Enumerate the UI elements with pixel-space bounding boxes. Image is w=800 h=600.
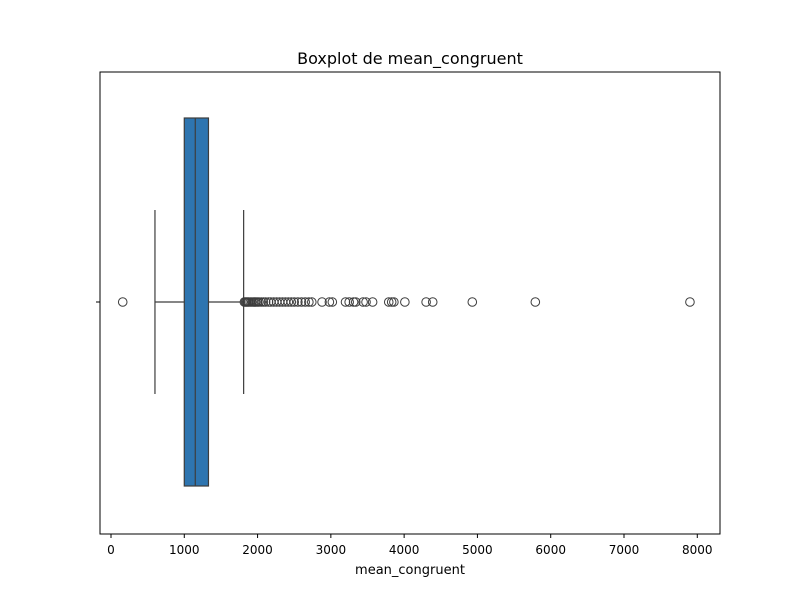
outlier-point <box>400 297 410 307</box>
iqr-box <box>183 117 210 487</box>
outlier-point <box>258 297 269 307</box>
outlier-point <box>367 297 378 307</box>
outlier-point <box>260 297 271 307</box>
x-axis-label: mean_congruent <box>355 563 465 578</box>
x-tick-label: 1000 <box>169 543 200 557</box>
outlier-point <box>467 297 478 307</box>
x-tick-label: 8000 <box>682 543 713 557</box>
outlier-point <box>340 297 351 307</box>
outlier-point <box>530 297 541 307</box>
x-axis: 0 1000 2000 3000 4000 5000 6000 7000 8000 <box>107 534 713 557</box>
outlier-point <box>361 297 371 307</box>
outlier-point <box>306 297 317 307</box>
plot-frame <box>99 71 721 535</box>
x-tick-label: 5000 <box>462 543 493 557</box>
outlier-point <box>358 297 368 307</box>
outlier-point <box>344 297 354 307</box>
chart-title: Boxplot de mean_congruent <box>297 49 523 69</box>
x-tick-label: 6000 <box>535 543 566 557</box>
outlier-point <box>386 297 397 307</box>
outlier-point <box>389 297 399 307</box>
outlier-point <box>283 297 294 307</box>
outlier-point <box>327 297 338 307</box>
outlier-point <box>293 297 303 307</box>
outlier-point <box>304 297 314 307</box>
x-tick-label: 3000 <box>316 543 347 557</box>
outlier-point <box>254 297 264 307</box>
plot-area <box>117 117 695 487</box>
outlier-point <box>685 297 695 307</box>
outlier-point <box>300 297 311 307</box>
outlier-point <box>117 297 128 307</box>
outlier-point <box>324 297 335 307</box>
outlier-point <box>263 297 274 307</box>
outlier-point <box>286 297 297 307</box>
outlier-point <box>350 297 361 307</box>
x-tick-label: 2000 <box>242 543 273 557</box>
outlier-point <box>289 297 300 307</box>
outlier-point <box>427 297 438 307</box>
outlier-point <box>348 297 359 307</box>
outlier-point <box>317 297 327 307</box>
outlier-point <box>383 297 394 307</box>
x-tick-label: 0 <box>107 543 115 557</box>
x-tick-label: 4000 <box>389 543 420 557</box>
outlier-point <box>421 297 431 307</box>
outlier-point <box>256 297 267 307</box>
outlier-point <box>296 297 307 307</box>
x-tick-label: 7000 <box>609 543 640 557</box>
